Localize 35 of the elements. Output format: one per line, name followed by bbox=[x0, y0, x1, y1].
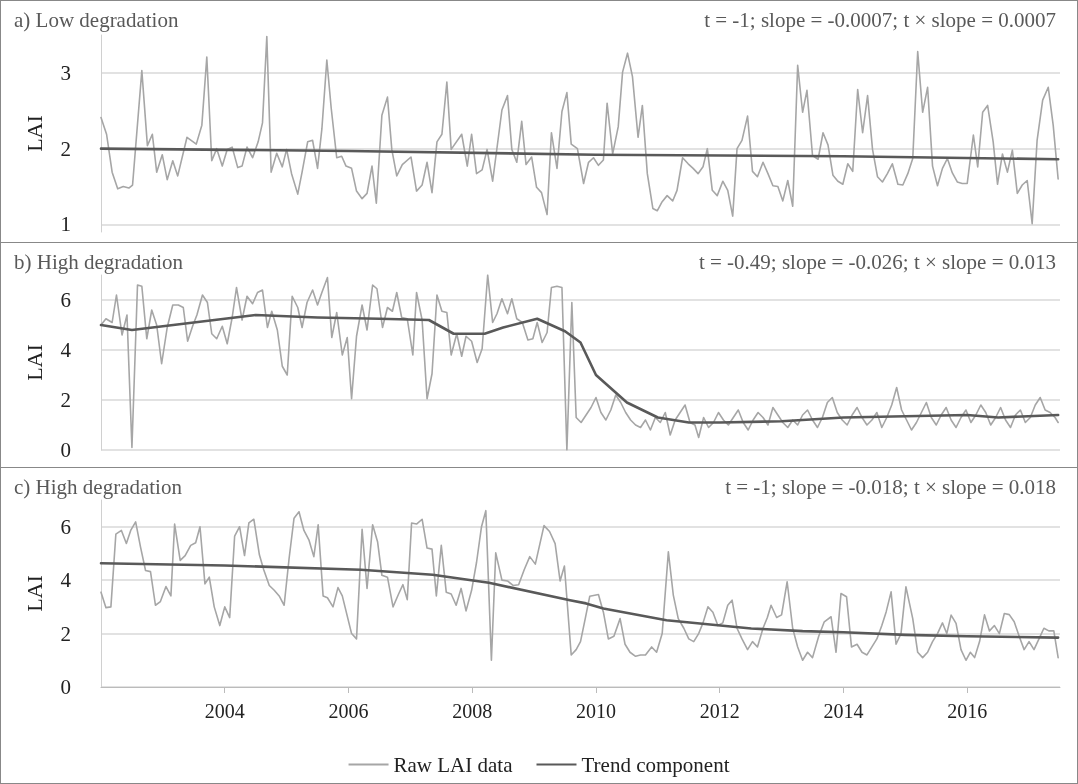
text: t = -1; slope = -0.018; t × slope = 0.018 bbox=[725, 474, 1057, 499]
x-tick-label: 2008 bbox=[452, 700, 493, 722]
line-series bbox=[99, 147, 1060, 161]
y-axis-title: LAI bbox=[21, 575, 47, 612]
chart-title: b) High degradation bbox=[14, 249, 184, 274]
x-tick-label: 2014 bbox=[823, 700, 864, 722]
x-tick-label: 2010 bbox=[575, 700, 616, 722]
line-series bbox=[100, 35, 1059, 225]
y-tick-label: 0 bbox=[60, 675, 71, 699]
y-tick-label: 2 bbox=[60, 621, 71, 646]
text: t = -1; slope = -0.0007; t × slope = 0.0007 bbox=[704, 7, 1057, 32]
y-axis-title: LAI bbox=[21, 115, 47, 152]
y-tick-label: 6 bbox=[60, 514, 71, 539]
x-tick-label: 2004 bbox=[204, 700, 245, 722]
y-tick-label: 3 bbox=[60, 60, 71, 85]
legend-label: Trend component bbox=[581, 752, 730, 777]
y-tick-label: 2 bbox=[60, 388, 71, 412]
y-tick-label: 6 bbox=[60, 288, 71, 312]
y-tick-label: 2 bbox=[60, 136, 71, 161]
y-tick-label: 1 bbox=[60, 212, 71, 237]
line-series bbox=[99, 562, 1060, 639]
x-tick-label: 2012 bbox=[699, 700, 740, 722]
y-axis-title: LAI bbox=[21, 344, 47, 381]
line-series bbox=[99, 313, 1060, 424]
line-series bbox=[100, 274, 1059, 451]
chart-title: c) High degradation bbox=[14, 474, 183, 499]
x-tick-label: 2016 bbox=[947, 700, 988, 722]
legend-label: Raw LAI data bbox=[393, 752, 514, 777]
line-series bbox=[100, 509, 1059, 662]
text: t = -0.49; slope = -0.026; t × slope = 0.013 bbox=[698, 249, 1057, 274]
y-tick-label: 4 bbox=[60, 568, 72, 593]
chart-title: a) Low degradation bbox=[14, 7, 179, 32]
y-tick-label: 0 bbox=[60, 438, 71, 462]
y-tick-label: 4 bbox=[60, 338, 72, 362]
x-tick-label: 2006 bbox=[328, 700, 369, 722]
